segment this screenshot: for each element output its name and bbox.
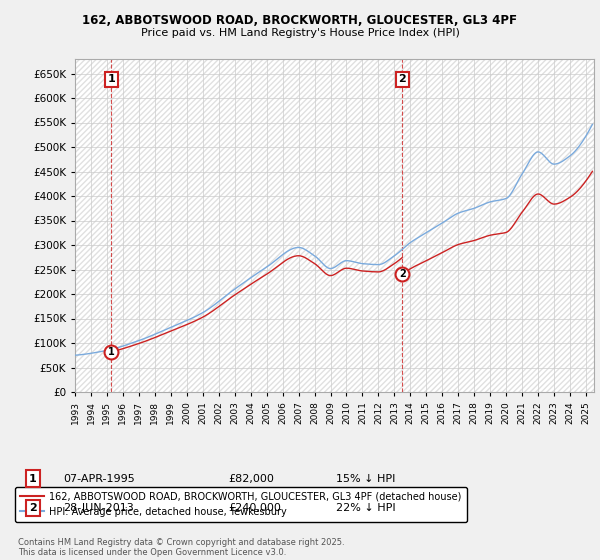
Text: 22% ↓ HPI: 22% ↓ HPI bbox=[336, 503, 395, 513]
Text: 1: 1 bbox=[29, 474, 37, 484]
Text: 2: 2 bbox=[399, 269, 406, 279]
Text: £240,000: £240,000 bbox=[228, 503, 281, 513]
Text: 07-APR-1995: 07-APR-1995 bbox=[63, 474, 135, 484]
Text: £82,000: £82,000 bbox=[228, 474, 274, 484]
Text: 162, ABBOTSWOOD ROAD, BROCKWORTH, GLOUCESTER, GL3 4PF: 162, ABBOTSWOOD ROAD, BROCKWORTH, GLOUCE… bbox=[83, 14, 517, 27]
Legend: 162, ABBOTSWOOD ROAD, BROCKWORTH, GLOUCESTER, GL3 4PF (detached house), HPI: Ave: 162, ABBOTSWOOD ROAD, BROCKWORTH, GLOUCE… bbox=[16, 487, 467, 521]
Text: 15% ↓ HPI: 15% ↓ HPI bbox=[336, 474, 395, 484]
Text: 1: 1 bbox=[108, 347, 115, 357]
Text: 28-JUN-2013: 28-JUN-2013 bbox=[63, 503, 134, 513]
Text: 2: 2 bbox=[398, 74, 406, 85]
Text: Contains HM Land Registry data © Crown copyright and database right 2025.
This d: Contains HM Land Registry data © Crown c… bbox=[18, 538, 344, 557]
Text: 2: 2 bbox=[29, 503, 37, 513]
Text: Price paid vs. HM Land Registry's House Price Index (HPI): Price paid vs. HM Land Registry's House … bbox=[140, 28, 460, 38]
Text: 1: 1 bbox=[107, 74, 115, 85]
